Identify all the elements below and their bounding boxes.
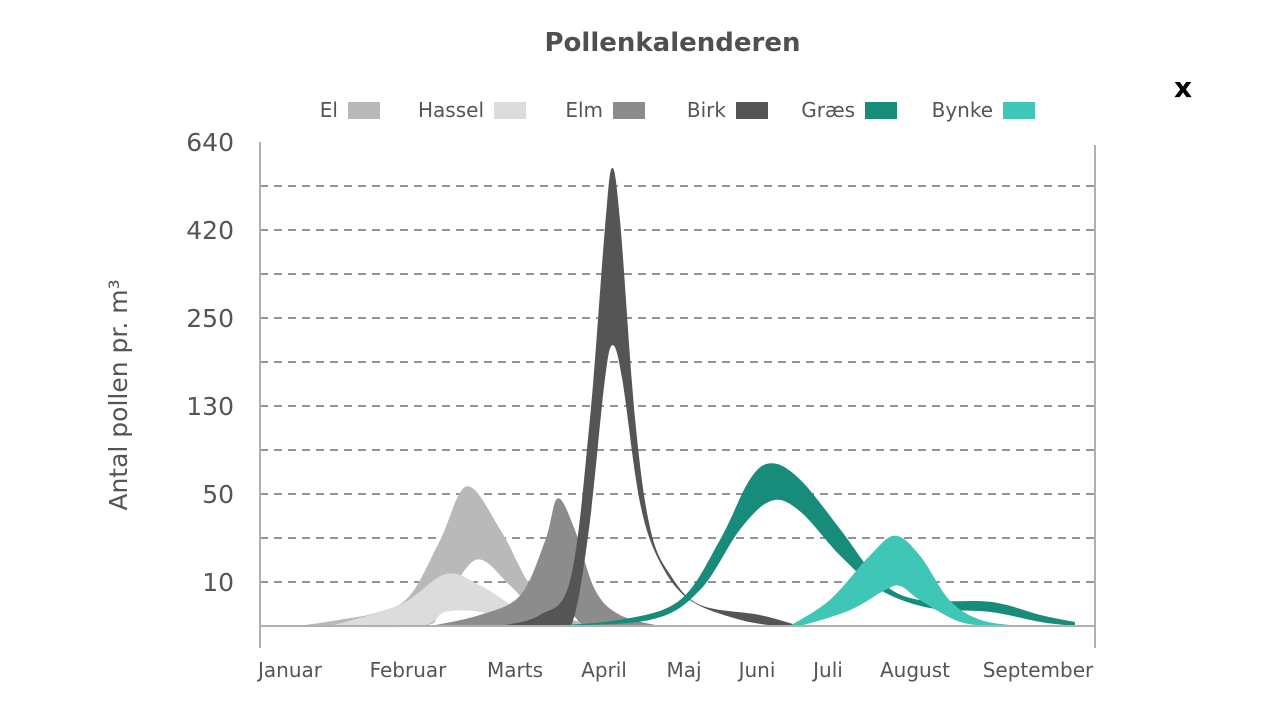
y-tick-label: 10 xyxy=(202,568,234,597)
legend-label-birk: Birk xyxy=(687,98,727,122)
legend-label-el: El xyxy=(320,98,338,122)
y-tick-label: 130 xyxy=(186,392,234,421)
x-tick-label: Januar xyxy=(256,658,323,682)
legend-swatch-græs xyxy=(865,102,897,119)
x-tick-label: Maj xyxy=(666,658,701,682)
chart-title: Pollenkalenderen xyxy=(544,28,801,58)
band-birk xyxy=(500,167,800,627)
x-tick-label: Juli xyxy=(811,658,843,682)
x-tick-label: Juni xyxy=(737,658,776,682)
x-tick-label: August xyxy=(880,658,950,682)
y-axis-label: Antal pollen pr. m³ xyxy=(104,279,133,510)
band-græs xyxy=(545,463,1075,626)
band-bynke xyxy=(789,535,1020,628)
x-tick-label: September xyxy=(983,658,1094,682)
close-button[interactable]: x xyxy=(1174,71,1193,104)
legend-swatch-hassel xyxy=(494,102,526,119)
legend-swatch-elm xyxy=(613,102,645,119)
legend-swatch-birk xyxy=(736,102,768,119)
y-tick-label: 420 xyxy=(186,216,234,245)
band-elm xyxy=(430,498,660,627)
x-tick-label: April xyxy=(581,658,627,682)
legend-label-græs: Græs xyxy=(801,98,855,122)
y-tick-label: 50 xyxy=(202,480,234,509)
legend-label-hassel: Hassel xyxy=(418,98,484,122)
legend-label-elm: Elm xyxy=(565,98,603,122)
y-tick-label: 640 xyxy=(186,128,234,157)
x-tick-label: Februar xyxy=(370,658,448,682)
y-tick-label: 250 xyxy=(186,304,234,333)
legend-swatch-el xyxy=(348,102,380,119)
x-tick-label: Marts xyxy=(487,658,543,682)
legend-label-bynke: Bynke xyxy=(932,98,993,122)
legend-swatch-bynke xyxy=(1003,102,1035,119)
